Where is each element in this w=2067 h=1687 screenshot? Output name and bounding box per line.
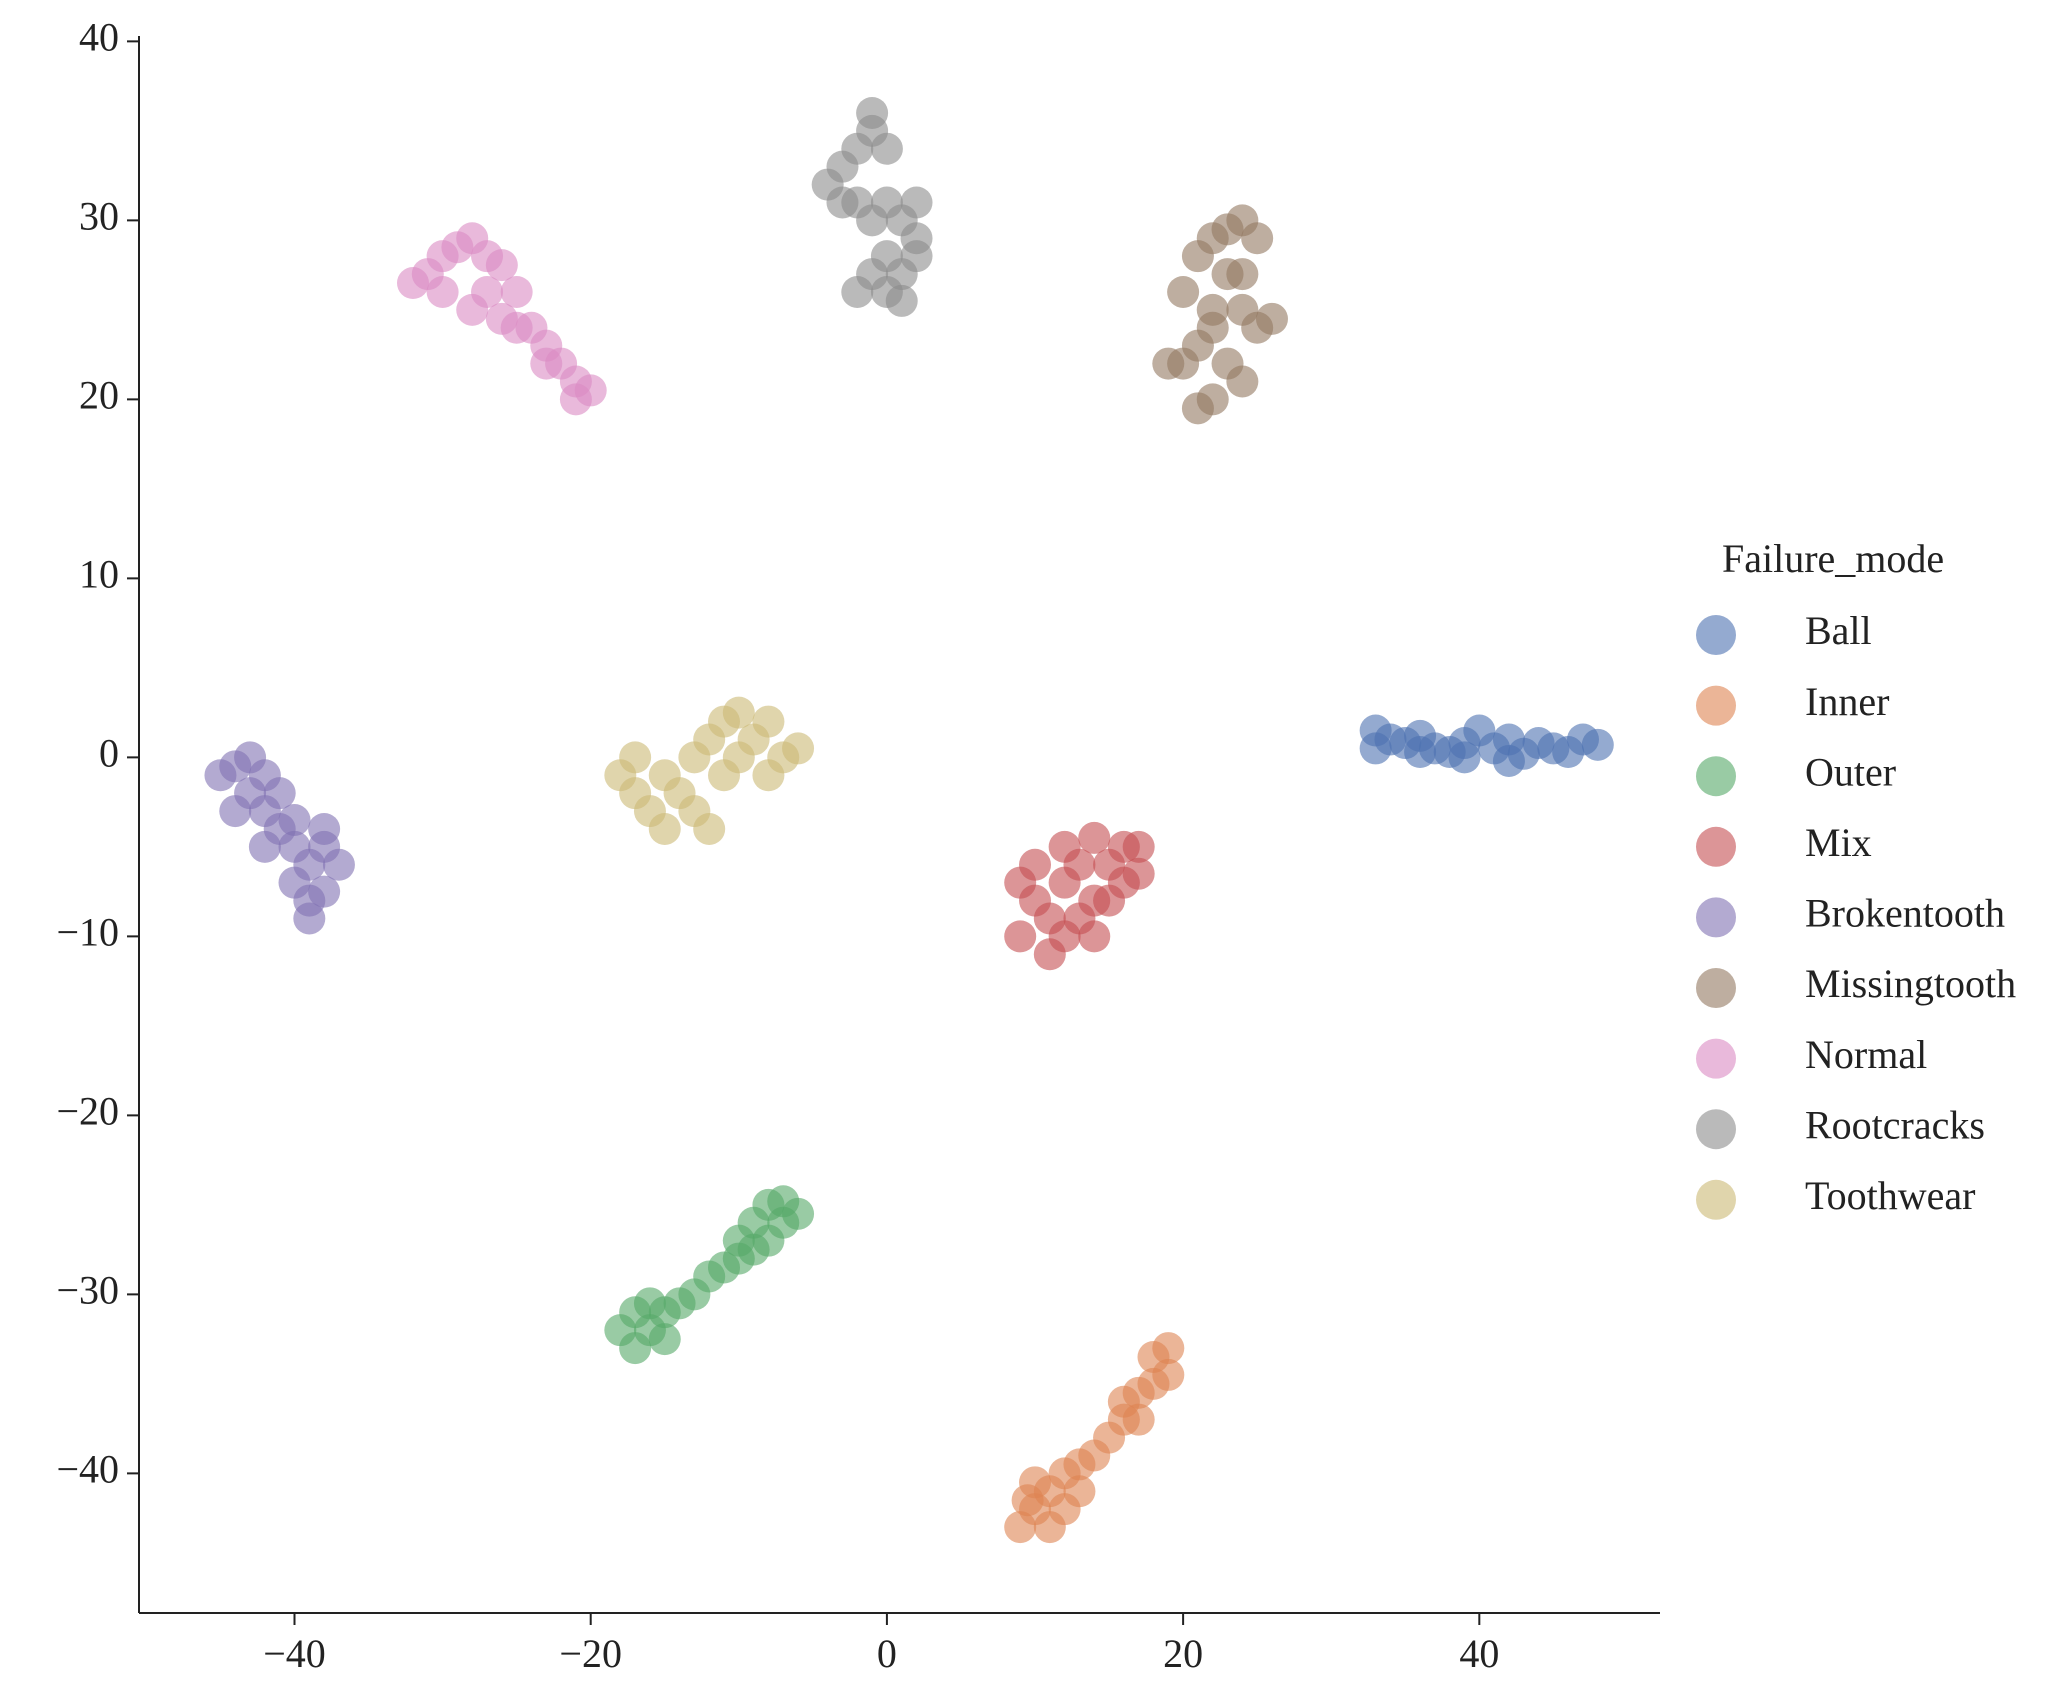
x-tick-label: 0 xyxy=(877,1631,897,1676)
point xyxy=(1211,213,1244,246)
point xyxy=(1122,1403,1155,1436)
point xyxy=(263,777,296,810)
point xyxy=(1226,365,1259,398)
legend-marker xyxy=(1696,897,1736,938)
point xyxy=(885,284,918,317)
point xyxy=(870,132,903,165)
point xyxy=(485,302,518,335)
point xyxy=(1004,920,1037,953)
y-tick-label: 0 xyxy=(99,731,119,776)
y-tick-label: −20 xyxy=(56,1089,119,1134)
legend-label: Normal xyxy=(1805,1032,1927,1077)
legend-marker xyxy=(1696,826,1736,867)
point xyxy=(1122,830,1155,863)
legend-label: Toothwear xyxy=(1805,1173,1975,1218)
point xyxy=(900,186,933,219)
point xyxy=(1078,920,1111,953)
point xyxy=(722,696,755,729)
point xyxy=(752,705,785,738)
point xyxy=(426,275,459,308)
x-tick-label: −40 xyxy=(263,1631,326,1676)
point xyxy=(1196,311,1229,344)
y-tick-label: 10 xyxy=(79,552,119,597)
point xyxy=(471,275,504,308)
y-tick-label: −40 xyxy=(56,1447,119,1492)
point xyxy=(559,383,592,416)
point xyxy=(500,275,533,308)
point xyxy=(1226,258,1259,291)
point xyxy=(619,741,652,774)
point xyxy=(308,812,341,845)
y-tick-label: 30 xyxy=(79,194,119,239)
x-tick-label: 20 xyxy=(1163,1631,1203,1676)
legend-title: Failure_mode xyxy=(1722,536,1944,581)
point xyxy=(1152,1332,1185,1365)
legend-label: Inner xyxy=(1805,679,1889,724)
point xyxy=(1063,848,1096,881)
legend-label: Mix xyxy=(1805,820,1872,865)
point xyxy=(1152,1358,1185,1391)
point xyxy=(826,186,859,219)
point xyxy=(782,732,815,765)
legend-marker xyxy=(1696,1109,1736,1150)
point xyxy=(1181,392,1214,425)
point xyxy=(1404,736,1437,769)
legend-marker xyxy=(1696,615,1736,655)
legend-label: Rootcracks xyxy=(1805,1102,1985,1147)
point xyxy=(1122,857,1155,890)
legend-label: Missingtooth xyxy=(1805,961,2016,1006)
legend-marker xyxy=(1696,1179,1736,1220)
point xyxy=(1167,347,1200,380)
point xyxy=(1167,275,1200,308)
legend-label: Outer xyxy=(1805,749,1896,794)
legend-marker xyxy=(1696,756,1736,797)
point xyxy=(1033,1511,1066,1544)
x-tick-label: 40 xyxy=(1459,1631,1499,1676)
point xyxy=(1011,1484,1044,1517)
point xyxy=(1492,744,1525,777)
point xyxy=(856,96,889,129)
point xyxy=(485,249,518,282)
y-tick-label: 40 xyxy=(79,15,119,60)
point xyxy=(693,812,726,845)
point xyxy=(278,804,311,837)
y-tick-label: −10 xyxy=(56,910,119,955)
point xyxy=(648,1323,681,1356)
point xyxy=(219,795,252,828)
point xyxy=(648,812,681,845)
point xyxy=(293,902,326,935)
legend-marker xyxy=(1696,685,1736,726)
point xyxy=(1581,728,1614,761)
legend-marker xyxy=(1696,968,1736,1008)
point xyxy=(1359,732,1392,765)
point xyxy=(1241,222,1274,255)
point xyxy=(1004,866,1037,899)
y-tick-label: 20 xyxy=(79,373,119,418)
point xyxy=(1048,920,1081,953)
point xyxy=(1063,1475,1096,1508)
point xyxy=(322,848,355,881)
x-tick-label: −20 xyxy=(559,1631,622,1676)
y-tick-label: −30 xyxy=(56,1268,119,1313)
legend-label: Ball xyxy=(1805,608,1872,653)
point xyxy=(308,875,341,908)
point xyxy=(767,1185,800,1218)
legend-marker xyxy=(1696,1038,1736,1079)
legend-label: Brokentooth xyxy=(1805,891,2005,936)
point xyxy=(722,1224,755,1257)
point xyxy=(1078,821,1111,854)
point xyxy=(1255,302,1288,335)
point xyxy=(278,866,311,899)
point xyxy=(248,830,281,863)
point xyxy=(1448,741,1481,774)
point xyxy=(841,275,874,308)
